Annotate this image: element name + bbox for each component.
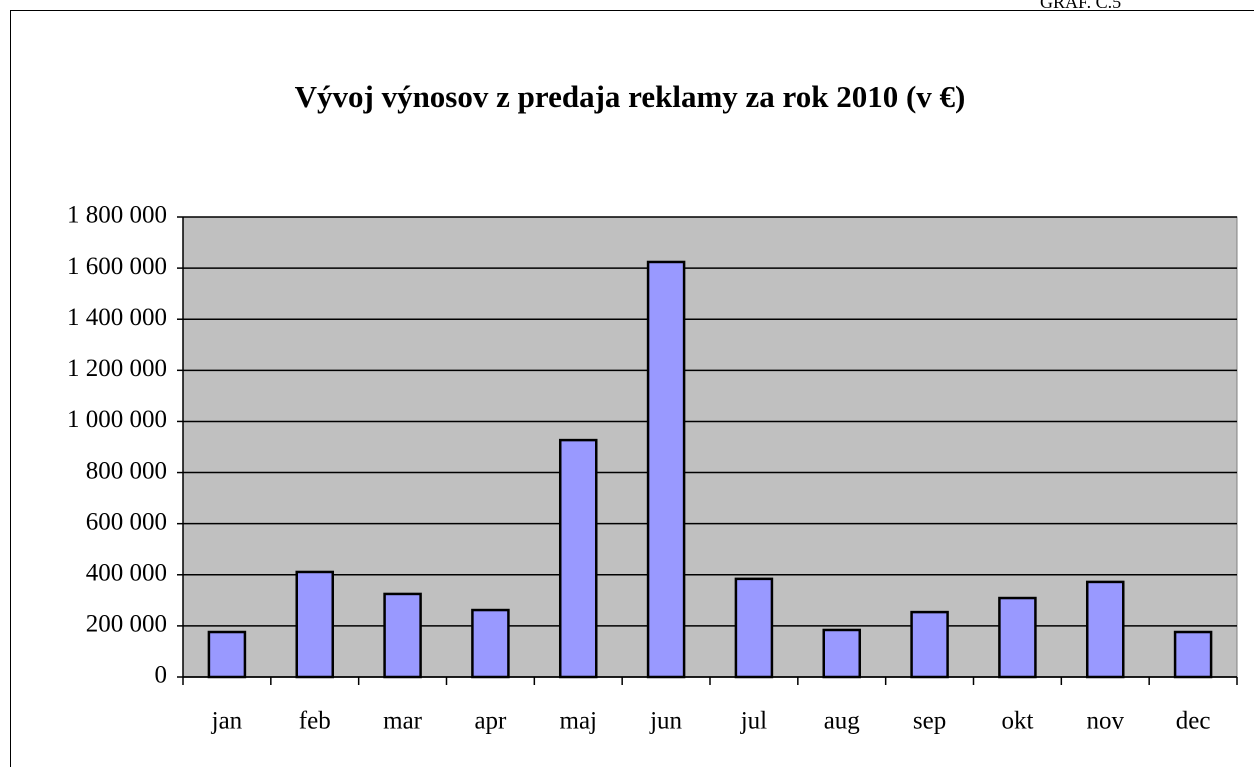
bar (1085, 580, 1125, 679)
bar (558, 438, 598, 679)
y-tick-label: 400 000 (86, 560, 167, 587)
y-tick-label: 1 800 000 (67, 202, 167, 229)
x-tick-label: apr (474, 708, 507, 735)
corner-label: GRAF. Č.5 (1040, 0, 1121, 12)
y-tick-label: 0 (155, 662, 168, 689)
plot-area (182, 216, 1238, 678)
y-tick-label: 600 000 (86, 508, 167, 535)
y-tick-label: 1 000 000 (67, 406, 167, 433)
bar (822, 628, 862, 679)
x-tick-label: jul (740, 708, 767, 735)
x-tick-label: sep (913, 708, 946, 735)
y-tick-label: 200 000 (86, 611, 167, 638)
y-tick-label: 1 200 000 (67, 355, 167, 382)
y-tick-label: 800 000 (86, 457, 167, 484)
y-tick-label: 1 600 000 (67, 253, 167, 280)
x-tick-label: jun (649, 708, 682, 735)
bar (383, 592, 422, 679)
x-tick-label: jan (211, 708, 243, 735)
x-tick-label: aug (824, 708, 861, 735)
bar (1173, 630, 1213, 679)
bar (471, 608, 510, 679)
chart-title: Vývoj výnosov z predaja reklamy za rok 2… (295, 79, 966, 114)
bar (998, 596, 1037, 679)
bar (646, 260, 686, 679)
x-tick-label: dec (1176, 708, 1211, 735)
x-tick-label: feb (299, 708, 331, 735)
y-tick-label: 1 400 000 (67, 304, 167, 331)
x-tick-label: nov (1087, 708, 1125, 735)
bar (207, 630, 247, 679)
x-tick-label: okt (1001, 708, 1033, 735)
bar (910, 610, 949, 679)
x-tick-label: maj (560, 708, 598, 735)
bar (734, 577, 774, 679)
x-tick-label: mar (383, 708, 423, 735)
bar (295, 570, 335, 679)
